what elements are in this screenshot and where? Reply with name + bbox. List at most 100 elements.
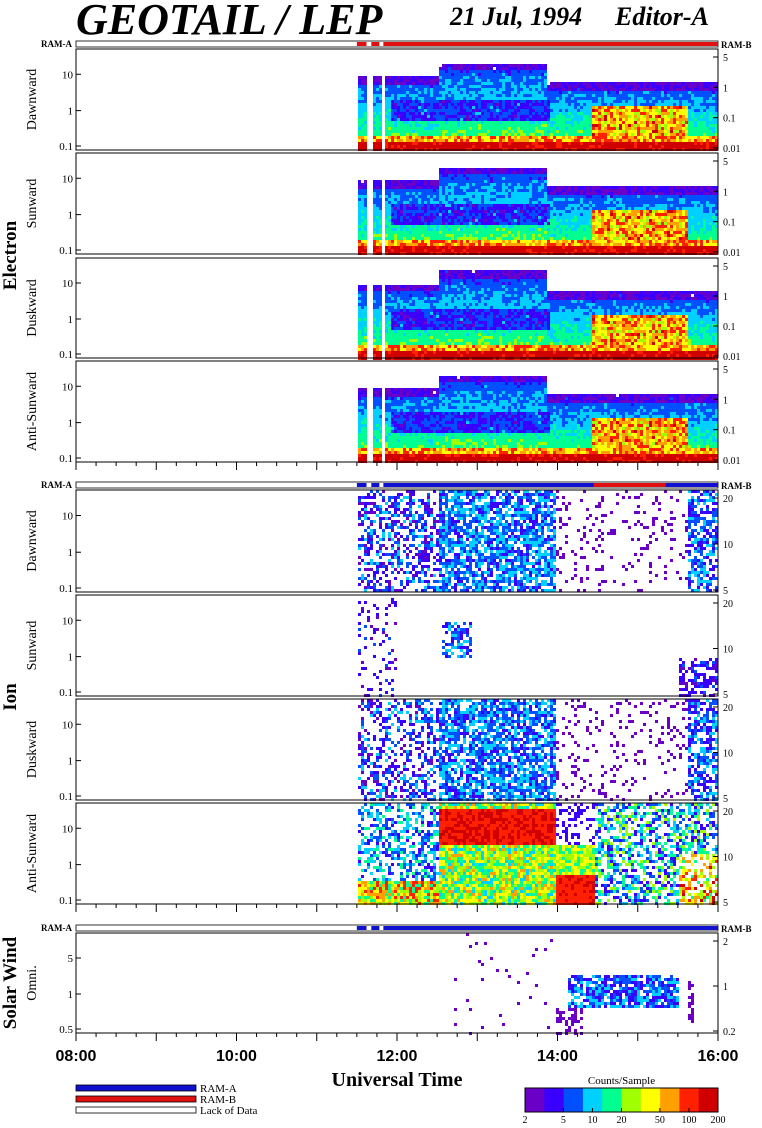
spectrogram-cell bbox=[520, 76, 523, 79]
spectrogram-cell bbox=[505, 234, 508, 237]
spectrogram-cell bbox=[421, 243, 424, 246]
spectrogram-cell bbox=[466, 237, 469, 240]
spectrogram-cell bbox=[649, 136, 652, 139]
spectrogram-cell bbox=[481, 216, 484, 219]
spectrogram-cell bbox=[457, 174, 460, 177]
spectrogram-cell bbox=[673, 124, 676, 127]
spectrogram-cell bbox=[562, 249, 565, 252]
spectrogram-cell bbox=[487, 124, 490, 127]
spectrogram-cell bbox=[427, 228, 430, 231]
spectrogram-cell bbox=[460, 109, 463, 112]
spectrogram-cell bbox=[385, 133, 388, 136]
spectrogram-cell bbox=[610, 133, 613, 136]
spectrogram-cell bbox=[490, 67, 493, 70]
spectrogram-cell bbox=[484, 174, 487, 177]
spectrogram-cell bbox=[448, 145, 451, 148]
spectrogram-cell bbox=[565, 237, 568, 240]
spectrogram-cell bbox=[406, 207, 409, 210]
spectrogram-cell bbox=[403, 130, 406, 133]
spectrogram-cell bbox=[394, 103, 397, 106]
spectrogram-cell bbox=[589, 109, 592, 112]
spectrogram-cell bbox=[397, 103, 400, 106]
spectrogram-cell bbox=[466, 82, 469, 85]
spectrogram-cell bbox=[487, 76, 490, 79]
spectrogram-cell bbox=[520, 186, 523, 189]
spectrogram-cell bbox=[415, 118, 418, 121]
spectrogram-cell bbox=[553, 112, 556, 115]
spectrogram-cell bbox=[694, 115, 697, 118]
spectrogram-cell bbox=[451, 106, 454, 109]
spectrogram-cell bbox=[499, 76, 502, 79]
spectrogram-cell bbox=[430, 109, 433, 112]
spectrogram-cell bbox=[484, 195, 487, 198]
spectrogram-cell bbox=[502, 109, 505, 112]
spectrogram-cell bbox=[682, 127, 685, 130]
spectrogram-cell bbox=[514, 192, 517, 195]
spectrogram-cell bbox=[700, 115, 703, 118]
spectrogram-cell bbox=[544, 198, 547, 201]
spectrogram-cell bbox=[472, 231, 475, 234]
spectrogram-cell bbox=[667, 133, 670, 136]
spectrogram-cell bbox=[586, 198, 589, 201]
spectrogram-cell bbox=[592, 198, 595, 201]
spectrogram-cell bbox=[574, 121, 577, 124]
spectrogram-cell bbox=[415, 183, 418, 186]
spectrogram-cell bbox=[379, 216, 382, 219]
spectrogram-cell bbox=[544, 133, 547, 136]
spectrogram-cell bbox=[376, 249, 379, 252]
spectrogram-cell bbox=[505, 133, 508, 136]
spectrogram-cell bbox=[532, 64, 535, 67]
spectrogram-cell bbox=[376, 237, 379, 240]
spectrogram-cell bbox=[583, 91, 586, 94]
spectrogram-cell bbox=[535, 142, 538, 145]
spectrogram-cell bbox=[451, 97, 454, 100]
spectrogram-cell bbox=[577, 112, 580, 115]
spectrogram-cell bbox=[643, 145, 646, 148]
spectrogram-cell bbox=[502, 82, 505, 85]
spectrogram-cell bbox=[646, 124, 649, 127]
spectrogram-cell bbox=[475, 168, 478, 171]
spectrogram-cell bbox=[565, 192, 568, 195]
spectrogram-cell bbox=[358, 97, 361, 100]
spectrogram-cell bbox=[511, 198, 514, 201]
spectrogram-cell bbox=[430, 189, 433, 192]
spectrogram-cell bbox=[517, 207, 520, 210]
spectrogram-cell bbox=[565, 231, 568, 234]
spectrogram-cell bbox=[550, 112, 553, 115]
spectrogram-cell bbox=[517, 204, 520, 207]
spectrogram-cell bbox=[388, 76, 391, 79]
spectrogram-cell bbox=[565, 222, 568, 225]
spectrogram-cell bbox=[385, 139, 388, 142]
spectrogram-cell bbox=[658, 91, 661, 94]
spectrogram-cell bbox=[559, 213, 562, 216]
spectrogram-cell bbox=[643, 82, 646, 85]
spectrogram-cell bbox=[460, 213, 463, 216]
spectrogram-cell bbox=[517, 216, 520, 219]
spectrogram-cell bbox=[487, 79, 490, 82]
spectrogram-cell bbox=[574, 240, 577, 243]
spectrogram-cell bbox=[394, 201, 397, 204]
spectrogram-cell bbox=[640, 124, 643, 127]
spectrogram-cell bbox=[502, 174, 505, 177]
spectrogram-cell bbox=[496, 180, 499, 183]
spectrogram-cell bbox=[460, 195, 463, 198]
spectrogram-cell bbox=[454, 82, 457, 85]
spectrogram-cell bbox=[403, 219, 406, 222]
spectrogram-cell bbox=[397, 97, 400, 100]
spectrogram-cell bbox=[427, 231, 430, 234]
spectrogram-cell bbox=[520, 67, 523, 70]
spectrogram-cell bbox=[448, 139, 451, 142]
spectrogram-cell bbox=[712, 118, 715, 121]
spectrogram-cell bbox=[445, 243, 448, 246]
spectrogram-cell bbox=[538, 198, 541, 201]
spectrogram-cell bbox=[535, 82, 538, 85]
spectrogram-cell bbox=[532, 216, 535, 219]
spectrogram-cell bbox=[574, 207, 577, 210]
spectrogram-cell bbox=[499, 192, 502, 195]
spectrogram-cell bbox=[592, 192, 595, 195]
spectrogram-cell bbox=[391, 228, 394, 231]
spectrogram-cell bbox=[508, 219, 511, 222]
spectrogram-cell bbox=[577, 198, 580, 201]
spectrogram-cell bbox=[619, 121, 622, 124]
spectrogram-cell bbox=[694, 121, 697, 124]
